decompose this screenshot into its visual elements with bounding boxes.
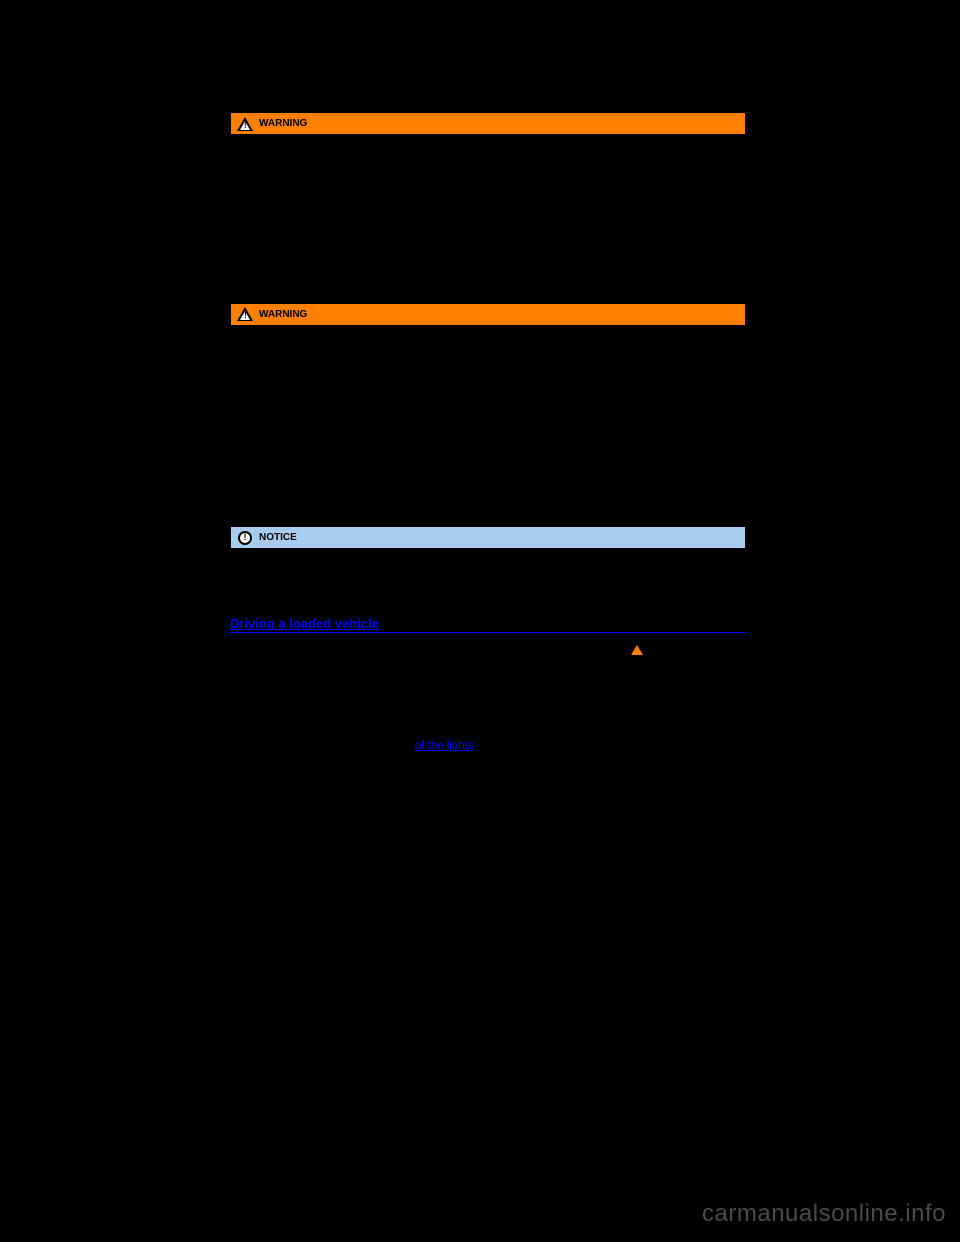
section-bullet-0: Because stopping distance may be increas…	[230, 785, 746, 824]
warning-1-item-1: When raising the vehicle, ensure adequat…	[230, 226, 746, 285]
warning-2-text-1: Do not set luggage on the flip-up type r…	[230, 405, 742, 456]
notice-body: Do not tow the vehicle with the rear whe…	[230, 559, 746, 598]
section-bullet-1: Avoid sudden braking as you may skid, re…	[230, 827, 746, 866]
section-para-2: A loaded vehicle trailer is heavier and …	[230, 671, 746, 730]
section-title: Driving a loaded vehicle	[230, 616, 746, 631]
inline-warning-icon	[631, 645, 643, 655]
warning-2-heading-0: Overloading	[230, 339, 297, 351]
section-bullet-list: Because stopping distance may be increas…	[230, 785, 746, 931]
warning-2-heading-1: When loading cargo (Access Cab and Doubl…	[230, 386, 550, 398]
notice-circle-icon: !	[237, 531, 253, 545]
warning-2-section-2: Cargo Be careful not to injure yourself …	[230, 469, 746, 508]
lights-link[interactable]: of the lights	[415, 740, 474, 752]
warning-box-2: ! WARNING	[230, 303, 746, 326]
warning-triangle-icon: !	[237, 307, 253, 321]
warning-2-section-0: Overloading Do not overload your vehicle…	[230, 336, 746, 375]
warning-2-section-1: When loading cargo (Access Cab and Doubl…	[230, 383, 746, 461]
warning-2-text-2: Be careful not to injure yourself with t…	[230, 492, 662, 504]
warning-triangle-icon: !	[237, 117, 253, 131]
section-para-3: Before starting out, check operation of …	[230, 737, 746, 776]
warning-label: WARNING	[259, 309, 307, 320]
warning-2-heading-2: Cargo	[230, 472, 263, 484]
section-para-1: Read and follow these instructions. Also…	[230, 643, 746, 663]
warning-1-body: Always observe the following precautions…	[230, 145, 746, 285]
warning-1-item-0: Do not tow the vehicle from the rear whe…	[230, 165, 746, 224]
watermark: carmanualsonline.info	[702, 1200, 946, 1228]
warning-1-list: Do not tow the vehicle from the rear whe…	[230, 165, 746, 285]
section-rule	[230, 632, 746, 633]
warning-1-intro: Always observe the following precautions…	[230, 145, 746, 165]
section-driving-loaded: Driving a loaded vehicle Read and follow…	[230, 616, 746, 930]
notice-box: ! NOTICE	[230, 526, 746, 549]
section-body: Read and follow these instructions. Also…	[230, 643, 746, 930]
warning-label: WARNING	[259, 118, 307, 129]
section-bullet-3: Avoid jerky steering and sharp turns. Th…	[230, 891, 746, 930]
notice-label: NOTICE	[259, 532, 297, 543]
warning-2-text-0: Do not overload your vehicle. See "Capac…	[230, 358, 681, 370]
section-bullet-2: Avoid jerky starts or sudden acceleratio…	[230, 869, 746, 889]
warning-box-1: ! WARNING	[230, 112, 746, 135]
warning-2-body: Overloading Do not overload your vehicle…	[230, 336, 746, 508]
